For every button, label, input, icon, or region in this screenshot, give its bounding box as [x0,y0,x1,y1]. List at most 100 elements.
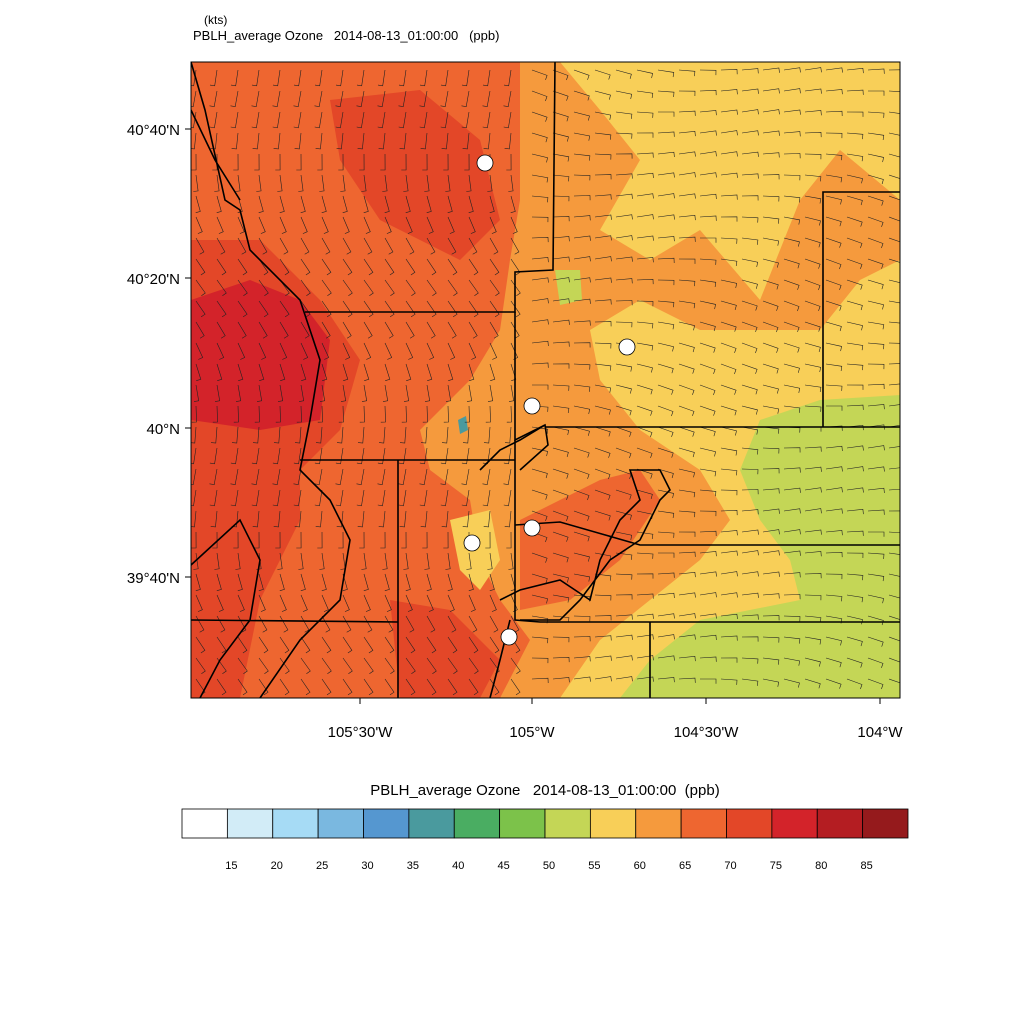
wind-barb [251,447,260,465]
wind-barb [277,384,284,402]
wind-barb [846,195,863,206]
wind-barb [867,594,884,604]
wind-barb [804,551,822,557]
wind-barb [678,172,696,178]
colorbar-label: 85 [861,860,873,872]
wind-barb [510,216,518,234]
wind-barb [531,277,549,283]
wind-barb [426,657,437,675]
wind-barb [384,279,395,297]
wind-barb [321,363,328,381]
wind-barb [678,321,695,331]
wind-barb [783,174,801,181]
wind-barb [552,132,569,142]
wind-barb [636,214,654,220]
wind-barb [468,573,474,591]
wind-barb [573,298,591,304]
wind-barb [445,552,451,570]
wind-barb [804,405,822,412]
wind-barb [783,300,800,312]
wind-barb [251,489,260,507]
wind-barb [195,216,203,234]
wind-barb [405,363,412,381]
wind-barb [573,256,591,262]
colorbar-label: 40 [452,860,464,872]
colorbar-swatch [272,808,319,839]
wind-barb [678,531,696,537]
wind-barb [294,426,302,444]
wind-barb [615,111,633,119]
wind-barb [615,256,633,262]
wind-barb [762,363,779,374]
wind-barb [489,636,500,654]
wind-barb [342,279,353,297]
wind-barb [447,216,455,234]
wind-barb [447,363,454,381]
wind-barb [258,237,268,255]
wind-barb [888,174,900,179]
wind-barb [594,635,612,641]
wind-barb [531,69,548,81]
axes: 40°40'N 40°20'N 40°N 39°40'N 105°30'W 105°W 10… [127,122,904,741]
wind-barb [300,636,311,654]
wind-barb [300,195,306,213]
wind-barb [888,321,900,324]
wind-barb [615,573,633,580]
wind-barb [762,237,780,246]
wind-barb [384,615,394,633]
station-marker [618,338,636,356]
wind-barb [867,153,884,163]
wind-barb [825,300,842,311]
wind-barb [783,657,801,666]
wind-barb [468,195,474,213]
wind-barb [888,594,900,599]
wind-barb [594,299,612,305]
wind-barb [720,342,737,354]
wind-barb [462,132,470,150]
wind-barb [483,510,491,528]
wind-barb [504,510,512,528]
wind-barb [508,384,515,402]
wind-barb [846,384,864,390]
wind-barb [235,552,241,570]
wind-barb [552,636,570,643]
wind-barb [636,405,653,416]
wind-barb [783,467,801,473]
wind-barb [359,153,365,171]
colorbar-swatch [317,808,364,839]
wind-barb [636,257,654,263]
wind-barb [233,153,239,171]
wind-barb [279,657,290,675]
wind-barb [461,489,470,507]
colorbar-swatch [453,808,501,839]
wind-barb [405,237,415,255]
wind-barb [699,151,717,157]
wind-barb [279,342,288,360]
wind-barb [720,468,738,476]
wind-barb [191,531,197,549]
wind-barb [531,90,548,102]
wind-barb [678,236,696,242]
stations [463,154,636,646]
wind-barb [699,551,717,557]
wind-barb [678,655,696,662]
wind-barb [319,384,326,402]
wind-barb [279,279,290,297]
wind-barb [573,552,590,562]
wind-barb [447,636,458,654]
wind-barb [300,300,311,318]
wind-barb [272,111,281,129]
wind-barb [867,321,885,330]
wind-barb [573,405,591,414]
wind-barb [762,678,780,687]
ozone-field [390,600,500,698]
wind-barb [867,636,884,647]
wind-barb [699,530,717,537]
wind-barb [398,447,407,465]
wind-barb [867,552,885,560]
wind-barb [506,405,512,423]
wind-barb [298,174,304,192]
wind-barb [783,109,801,115]
wind-barb [657,531,675,538]
wind-barb [636,193,654,199]
